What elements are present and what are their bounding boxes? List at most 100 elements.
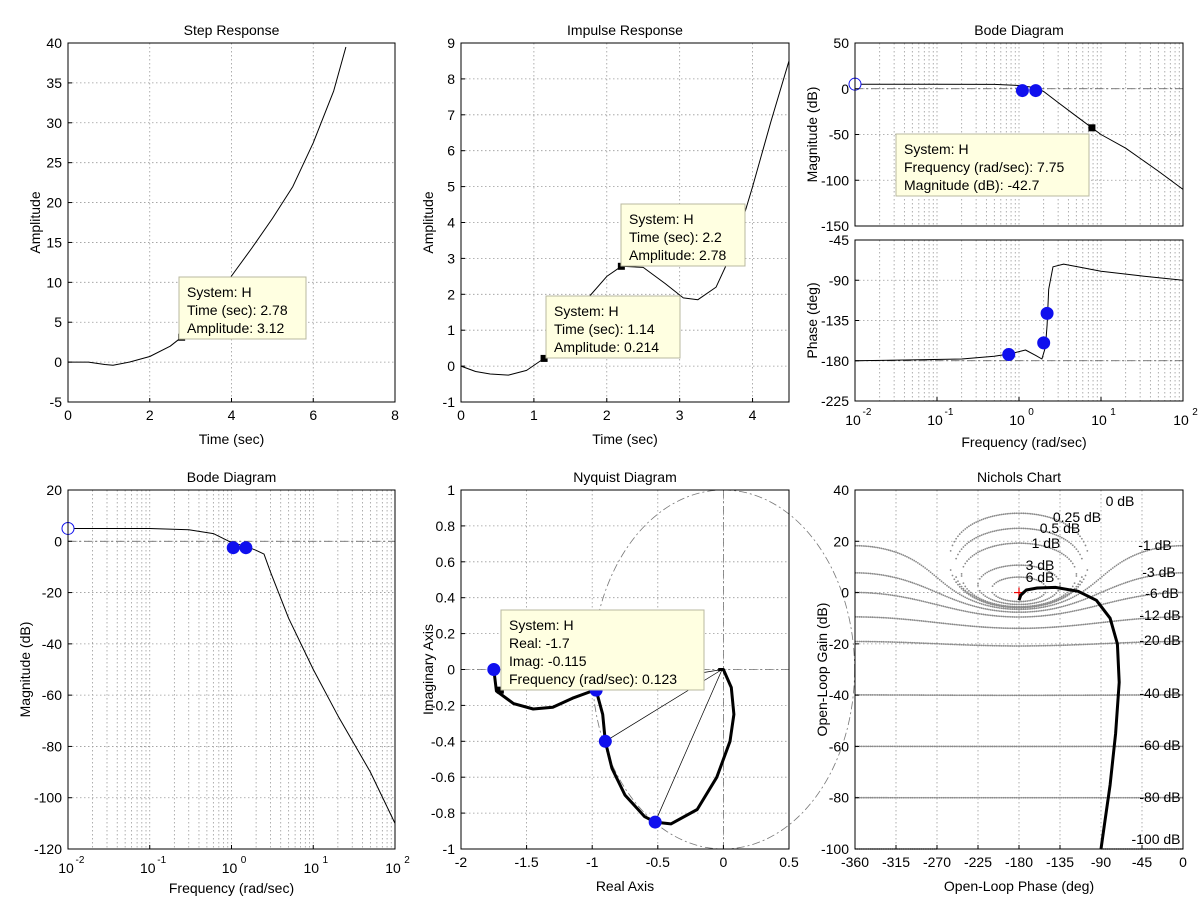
nichols-grid-point bbox=[922, 620, 925, 623]
bode-tr-phase-ytick-label: -225 bbox=[821, 393, 849, 409]
nichols-grid-point bbox=[960, 643, 963, 646]
nichols-grid-point bbox=[1002, 745, 1005, 748]
step-xtick-label: 6 bbox=[309, 407, 317, 423]
nichols-grid-point bbox=[1053, 626, 1056, 628]
nichols-grid-point bbox=[971, 644, 974, 647]
nichols-grid-point bbox=[1070, 644, 1072, 646]
nichols-grid-point bbox=[1060, 595, 1063, 598]
nichols-grid-point bbox=[1177, 591, 1180, 594]
nichols-grid-point bbox=[1044, 599, 1047, 601]
nichols-grid-point bbox=[942, 694, 945, 697]
nichols-grid-point bbox=[1172, 640, 1174, 643]
nichols-grid-point bbox=[1022, 796, 1025, 799]
nichols-grid-point bbox=[1006, 565, 1009, 567]
nichols-grid-point bbox=[1080, 643, 1083, 646]
nichols-grid-point bbox=[865, 694, 868, 696]
nichols-grid-point bbox=[889, 549, 892, 552]
step-ytick-label: 30 bbox=[46, 115, 62, 131]
nichols-grid-point bbox=[949, 745, 952, 748]
nichols-grid-point bbox=[1175, 572, 1178, 574]
nichols-grid-point bbox=[1086, 549, 1089, 552]
nichols-grid-point bbox=[938, 642, 941, 645]
nichols-grid-point bbox=[909, 694, 912, 696]
nichols-grid-point bbox=[1126, 796, 1129, 799]
nichols-grid-point bbox=[911, 694, 914, 696]
nichols-grid-point bbox=[1006, 528, 1009, 530]
nichols-grid-point bbox=[1164, 694, 1167, 696]
nichols-grid-point bbox=[1106, 621, 1109, 623]
nichols-grid-point bbox=[1017, 611, 1019, 614]
nichols-grid-point bbox=[1033, 615, 1036, 618]
nichols-grid-point bbox=[984, 548, 987, 550]
nichols-grid-point bbox=[1037, 513, 1040, 516]
nichols-grid-point bbox=[895, 641, 897, 644]
nichols-grid-point bbox=[1049, 694, 1052, 697]
nichols-grid-point bbox=[1079, 580, 1081, 583]
nichols-grid-point bbox=[1086, 694, 1089, 697]
impulse-ytick-label: 0 bbox=[447, 358, 455, 374]
nichols-grid-point bbox=[958, 609, 961, 612]
nichols-grid-point bbox=[973, 694, 976, 697]
nichols-grid-point bbox=[1009, 600, 1012, 602]
nichols-grid-point bbox=[1090, 796, 1092, 799]
nichols-grid-point bbox=[885, 745, 888, 748]
nichols-grid-point bbox=[1031, 694, 1034, 697]
nichols-grid-point bbox=[975, 644, 978, 647]
nichols-grid-point bbox=[986, 596, 989, 599]
nichols-grid-point bbox=[1033, 607, 1036, 610]
nichols-grid-point bbox=[889, 617, 892, 620]
nichols-grid-point bbox=[1059, 551, 1061, 554]
nichols-grid-label: -3 dB bbox=[1142, 564, 1175, 580]
nichols-grid-point bbox=[1055, 592, 1058, 594]
nichols-grid-point bbox=[1104, 572, 1107, 575]
nichols-grid-point bbox=[964, 643, 967, 646]
nichols-grid-point bbox=[989, 605, 992, 608]
nichols-grid-point bbox=[957, 623, 959, 626]
nichols-grid-point bbox=[869, 545, 872, 548]
bode-bl-xtick-base: 10 bbox=[222, 860, 238, 876]
nichols-grid-point bbox=[978, 535, 981, 537]
nichols-grid-point bbox=[1068, 592, 1071, 595]
nichols-grid-point bbox=[1046, 614, 1049, 617]
nichols-grid-point bbox=[1070, 745, 1072, 748]
nyquist-ytick-label: -1 bbox=[443, 841, 456, 857]
nichols-grid-point bbox=[937, 604, 939, 606]
nichols-grid-point bbox=[924, 745, 927, 748]
nichols-grid-point bbox=[986, 547, 989, 550]
nichols-grid-point bbox=[938, 578, 941, 581]
nichols-grid-point bbox=[924, 567, 927, 569]
nichols-grid-point bbox=[918, 642, 921, 644]
nichols-grid-point bbox=[962, 694, 965, 697]
nichols-grid-point bbox=[1080, 796, 1083, 799]
nichols-grid-point bbox=[1106, 602, 1109, 605]
nichols-grid-label: -12 dB bbox=[1139, 607, 1180, 623]
nichols-grid-label: 1 dB bbox=[1032, 535, 1061, 551]
nichols-grid-point bbox=[1060, 612, 1063, 615]
bode-tr-xtick-base: 10 bbox=[1009, 412, 1025, 428]
nichols-grid-point bbox=[1006, 796, 1009, 799]
bode-bl-xtick-exp: 0 bbox=[241, 855, 247, 866]
nichols-grid-point bbox=[1024, 616, 1027, 618]
impulse-ytick-label: -1 bbox=[443, 394, 456, 410]
nichols-grid-point bbox=[953, 694, 956, 697]
nichols-grid-point bbox=[1124, 796, 1127, 799]
impulse-xtick-label: 4 bbox=[749, 407, 757, 423]
nichols-grid-point bbox=[933, 642, 936, 645]
nichols-grid-label: -40 dB bbox=[1139, 685, 1180, 701]
nichols-grid-point bbox=[902, 694, 905, 696]
nichols-grid-point bbox=[993, 745, 996, 748]
nichols-grid-point bbox=[1141, 617, 1143, 620]
nichols-grid-point bbox=[1019, 645, 1021, 647]
nichols-grid-point bbox=[1033, 694, 1036, 697]
nichols-grid-point bbox=[889, 594, 892, 596]
nichols-grid-point bbox=[1033, 578, 1036, 581]
nichols-grid-point bbox=[955, 608, 958, 611]
nichols-grid-point bbox=[978, 644, 981, 647]
nichols-grid-point bbox=[998, 796, 1001, 799]
nichols-grid-point bbox=[1157, 573, 1160, 576]
bode-tr-datatip-marker bbox=[1088, 124, 1096, 132]
nichols-grid-point bbox=[1062, 796, 1065, 799]
nichols-grid-point bbox=[1073, 529, 1076, 532]
nichols-grid-point bbox=[907, 618, 910, 621]
nichols-grid-point bbox=[902, 796, 905, 799]
